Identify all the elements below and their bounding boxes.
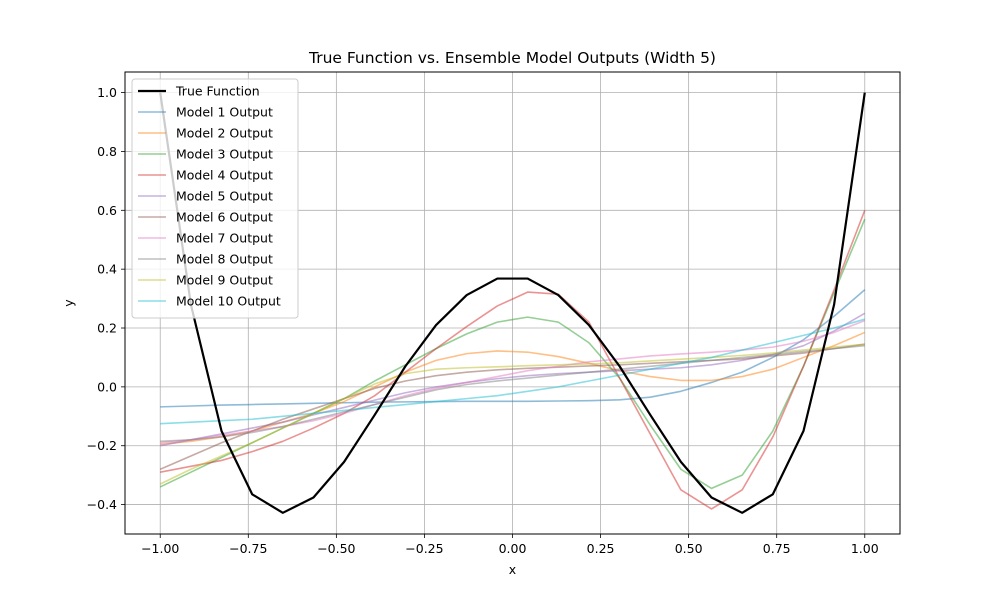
legend-label: Model 4 Output [176, 168, 273, 183]
legend-label: Model 1 Output [176, 105, 273, 120]
legend-label: Model 8 Output [176, 252, 273, 267]
x-tick-label: −0.75 [229, 541, 267, 556]
legend-label: Model 2 Output [176, 126, 273, 141]
model-output-line [159, 343, 865, 470]
true-function-line [159, 92, 866, 514]
model-output-line [160, 318, 865, 425]
x-tick-label: 0.50 [675, 541, 703, 556]
x-tick-label: 0.25 [587, 541, 615, 556]
y-tick-label: 0.8 [97, 144, 117, 159]
grid [125, 72, 900, 534]
legend-label: Model 7 Output [176, 231, 273, 246]
legend-label: Model 10 Output [176, 294, 281, 309]
axis-ticks: −1.00 −0.75 −0.50 −0.25 0.00 0.25 0.50 0.75 1.00… [87, 85, 879, 556]
y-tick-label: 0.4 [97, 262, 117, 277]
model-output-line [160, 210, 866, 510]
model-output-line [159, 343, 865, 485]
model-output-line [160, 289, 866, 408]
chart-title: True Function vs. Ensemble Model Outputs… [308, 49, 716, 67]
y-tick-label: 0.0 [97, 379, 117, 394]
legend: True Function Model 1 Output Model 2 Outpu… [131, 78, 299, 319]
legend-label: True Function [175, 84, 260, 99]
model-output-line [160, 344, 865, 443]
x-axis-label: x [509, 562, 516, 577]
legend-label: Model 9 Output [176, 273, 273, 288]
legend-label: Model 5 Output [176, 189, 273, 204]
y-tick-label: −0.4 [87, 497, 117, 512]
y-axis-label: y [61, 299, 76, 307]
y-tick-label: −0.2 [87, 438, 117, 453]
legend-box [131, 78, 299, 319]
y-tick-label: 0.6 [97, 203, 117, 218]
x-tick-label: −1.00 [141, 541, 179, 556]
legend-label: Model 6 Output [176, 210, 273, 225]
x-tick-label: 0.00 [499, 541, 527, 556]
series-lines [159, 92, 866, 514]
x-tick-label: −0.25 [405, 541, 443, 556]
y-tick-label: 1.0 [97, 85, 117, 100]
x-tick-label: 0.75 [763, 541, 791, 556]
y-tick-label: 0.2 [97, 321, 117, 336]
legend-label: Model 3 Output [176, 147, 273, 162]
model-output-line [160, 312, 866, 447]
x-tick-label: 1.00 [851, 541, 879, 556]
x-tick-label: −0.50 [317, 541, 355, 556]
